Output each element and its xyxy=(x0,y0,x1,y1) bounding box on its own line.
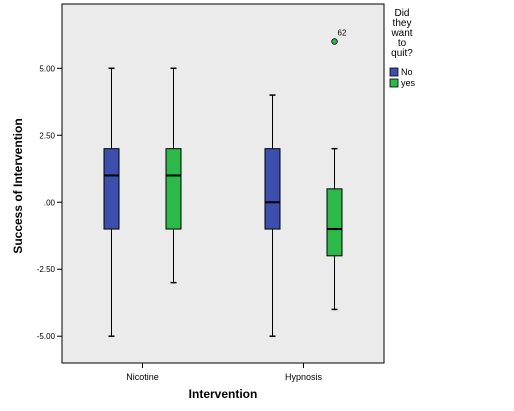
y-tick-label: .00 xyxy=(44,198,56,207)
y-tick-label: -5.00 xyxy=(37,332,56,341)
y-axis-title: Success of Intervention xyxy=(11,118,25,253)
iqr-box xyxy=(165,148,182,230)
iqr-box xyxy=(264,148,281,230)
x-tick-label: Hypnosis xyxy=(285,372,323,382)
x-axis-title: Intervention xyxy=(189,387,258,401)
box-hypnosis-no xyxy=(264,94,281,337)
iqr-box xyxy=(326,188,343,257)
y-tick-label: -2.50 xyxy=(37,265,56,274)
box-nicotine-yes xyxy=(165,67,182,284)
legend-title-line: they xyxy=(393,18,412,29)
x-tick-label: Nicotine xyxy=(126,372,159,382)
legend-swatch xyxy=(389,67,399,77)
y-axis: 5.00 2.50 .00 -2.50 -5.00 xyxy=(37,64,62,341)
legend-title-line: to xyxy=(398,38,407,49)
outlier-label: 62 xyxy=(338,29,347,38)
legend-label: yes xyxy=(401,78,416,88)
legend-swatch xyxy=(389,78,399,88)
outlier-point xyxy=(331,38,338,45)
iqr-box xyxy=(103,148,120,230)
box-nicotine-no xyxy=(103,67,120,337)
box-series-group: 62 xyxy=(103,29,347,337)
x-axis: Nicotine Hypnosis xyxy=(126,363,323,382)
box-hypnosis-yes: 62 xyxy=(326,29,347,311)
legend-label: No xyxy=(401,67,413,77)
legend-title-line: want xyxy=(390,28,412,39)
legend-title-line: quit? xyxy=(391,48,413,59)
legend-title-line: Did xyxy=(394,8,409,19)
y-tick-label: 5.00 xyxy=(39,64,55,73)
y-tick-label: 2.50 xyxy=(39,131,55,140)
